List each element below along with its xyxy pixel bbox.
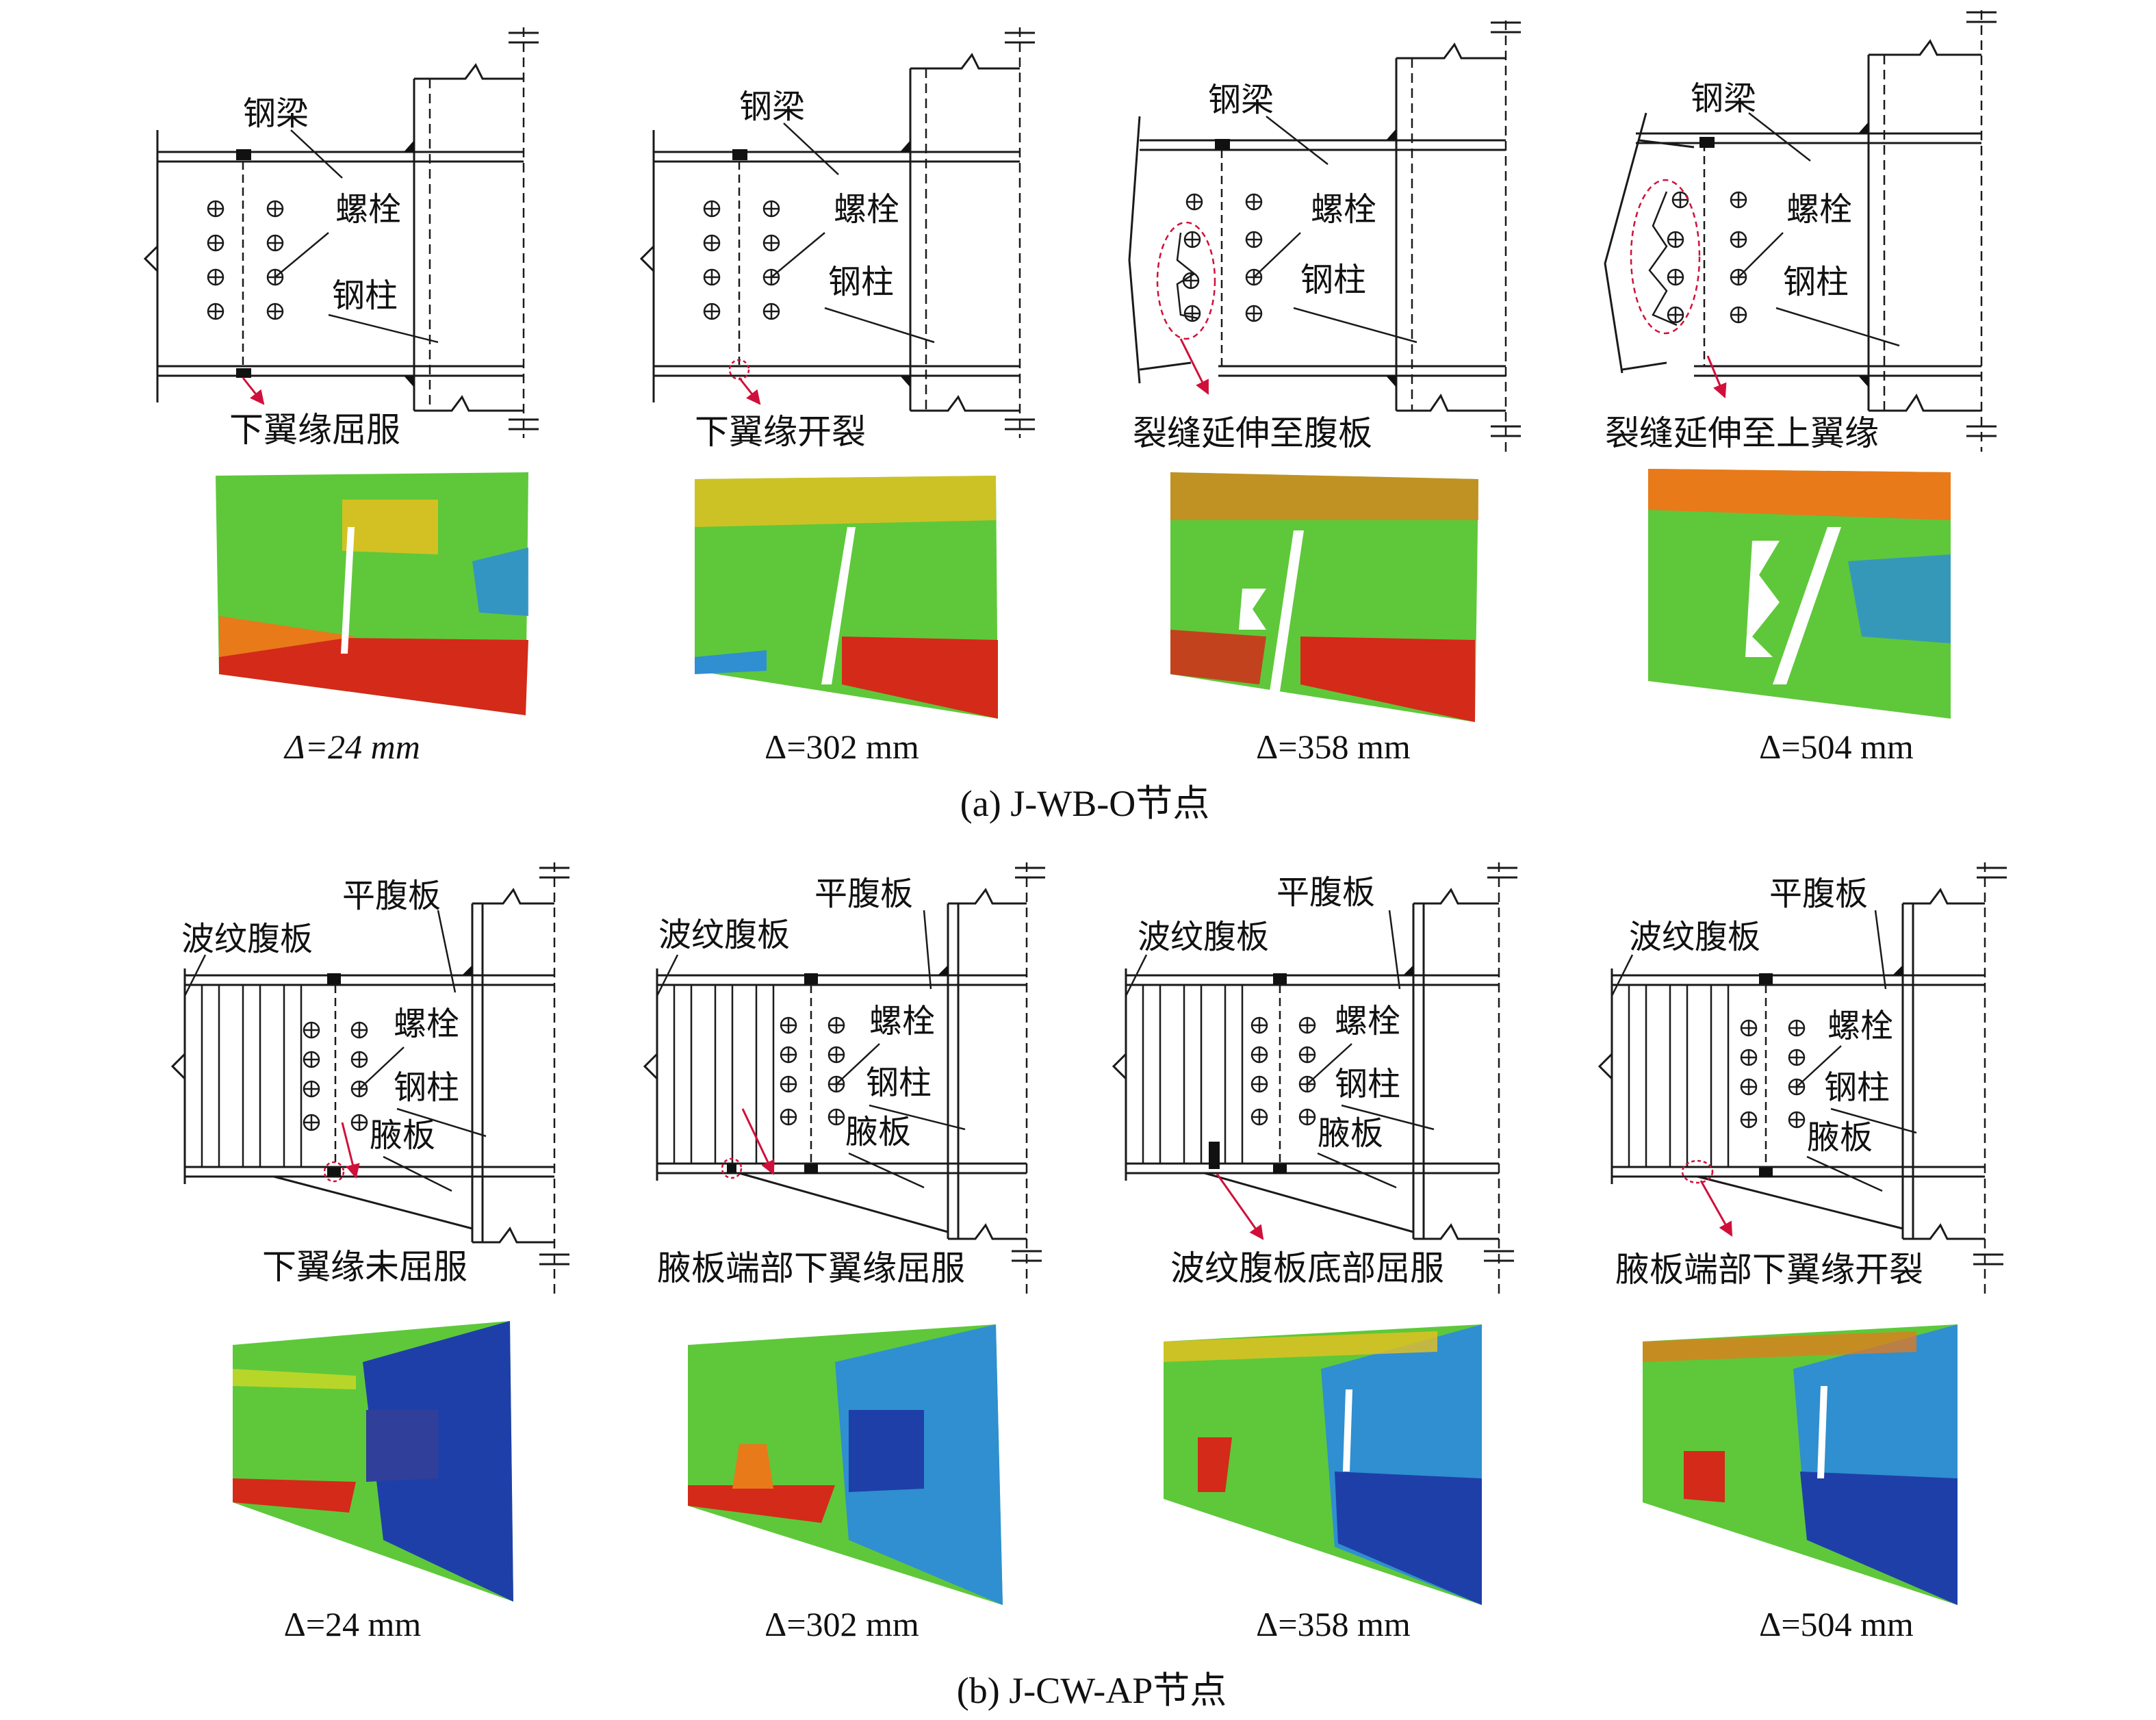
panel-a-contours: [216, 469, 1951, 722]
label-bolt: 螺栓: [394, 1005, 459, 1043]
stage-status: 腋板端部下翼缘屈服: [657, 1248, 965, 1288]
label-haunch: 腋板: [1807, 1118, 1873, 1157]
panel-b: [170, 862, 2008, 1605]
panel-a-caption: (a) J-WB-O节点: [960, 783, 1209, 824]
label-flat-web: 平腹板: [1276, 873, 1375, 912]
displacement-label: Δ=302 mm: [765, 1605, 919, 1643]
panel-b-diagram-1: [170, 862, 571, 1294]
label-bolt: 螺栓: [1827, 1007, 1893, 1045]
displacement-label: Δ=504 mm: [1759, 1605, 1914, 1643]
displacement-label: Δ=358 mm: [1256, 1605, 1411, 1643]
label-flat-web: 平腹板: [814, 875, 913, 913]
label-haunch: 腋板: [370, 1116, 435, 1155]
label-column: 钢柱: [332, 277, 398, 315]
contour-b2: [688, 1324, 1003, 1605]
text-layer: 钢梁 螺栓 钢柱 钢梁 螺栓 钢柱 钢梁 螺栓 钢柱 钢梁 螺栓 钢柱 下翼缘屈…: [181, 79, 1923, 1711]
label-corrugated-web: 波纹腹板: [658, 916, 790, 954]
panel-a-diagram-3: [1128, 21, 1522, 452]
displacement-label: Δ=358 mm: [1256, 728, 1411, 766]
label-bolt: 螺栓: [834, 190, 899, 229]
displacement-label: Δ=24 mm: [283, 728, 420, 766]
label-column: 钢柱: [1335, 1065, 1400, 1103]
label-column: 钢柱: [1783, 263, 1849, 301]
panel-b-diagram-4: [1597, 862, 2008, 1294]
label-beam: 钢梁: [1208, 81, 1274, 119]
label-column: 钢柱: [828, 263, 894, 301]
label-flat-web: 平腹板: [1769, 875, 1868, 913]
label-column: 钢柱: [866, 1064, 932, 1102]
panel-a-diagram-2: [639, 27, 1036, 438]
displacement-label: Δ=24 mm: [284, 1605, 422, 1643]
displacement-label: Δ=302 mm: [765, 728, 919, 766]
label-beam: 钢梁: [1691, 79, 1756, 118]
panel-b-contours: [233, 1321, 1958, 1605]
label-corrugated-web: 波纹腹板: [181, 920, 313, 958]
label-column: 钢柱: [1300, 261, 1366, 299]
label-flat-web: 平腹板: [342, 877, 441, 915]
panel-b-caption: (b) J-CW-AP节点: [957, 1670, 1227, 1711]
panel-b-diagram-3: [1112, 862, 1519, 1294]
stage-status: 下翼缘未屈服: [262, 1247, 467, 1287]
stage-status: 下翼缘开裂: [695, 412, 866, 452]
label-haunch: 腋板: [845, 1113, 911, 1151]
label-beam: 钢梁: [243, 94, 309, 133]
stage-status: 裂缝延伸至上翼缘: [1605, 413, 1879, 453]
label-bolt: 螺栓: [1786, 190, 1852, 229]
label-beam: 钢梁: [739, 88, 805, 126]
contour-b3: [1164, 1324, 1482, 1605]
contour-a4: [1648, 469, 1951, 719]
label-column: 钢柱: [1824, 1068, 1890, 1107]
panel-a-diagram-1: [143, 27, 540, 438]
stage-status: 波纹腹板底部屈服: [1170, 1248, 1444, 1288]
label-bolt: 螺栓: [1311, 190, 1376, 229]
label-bolt: 螺栓: [335, 190, 401, 229]
panel-b-diagram-2: [643, 862, 1047, 1294]
stage-status: 下翼缘屈服: [229, 410, 400, 450]
panel-a: [143, 10, 1998, 722]
contour-a3: [1170, 472, 1478, 722]
label-column: 钢柱: [394, 1068, 459, 1107]
label-bolt: 螺栓: [869, 1002, 935, 1040]
contour-a1: [216, 472, 528, 715]
stage-status: 腋板端部下翼缘开裂: [1615, 1250, 1923, 1289]
panel-a-diagram-4: [1604, 10, 1998, 452]
displacement-label: Δ=504 mm: [1759, 728, 1914, 766]
contour-a2: [695, 476, 998, 719]
label-bolt: 螺栓: [1335, 1002, 1400, 1040]
contour-b1: [233, 1321, 513, 1602]
label-corrugated-web: 波纹腹板: [1138, 918, 1269, 956]
contour-b4: [1643, 1324, 1958, 1605]
stage-status: 裂缝延伸至腹板: [1133, 413, 1372, 453]
label-haunch: 腋板: [1318, 1114, 1383, 1153]
label-corrugated-web: 波纹腹板: [1629, 918, 1760, 956]
